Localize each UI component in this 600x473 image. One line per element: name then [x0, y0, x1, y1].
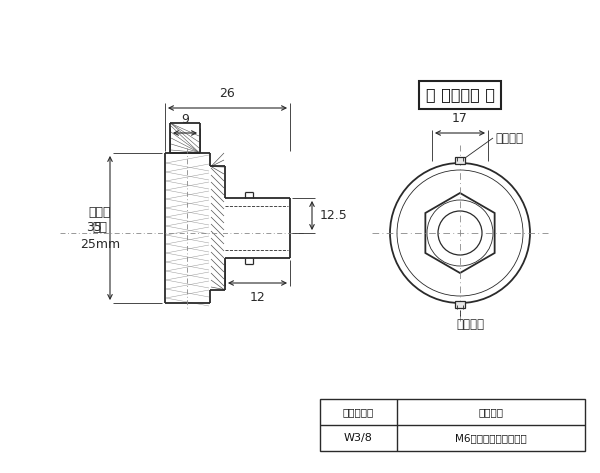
Text: 止めネジ: 止めネジ: [495, 131, 523, 144]
Bar: [455, 301, 465, 308]
Text: 26: 26: [220, 87, 235, 100]
Text: W3/8: W3/8: [344, 433, 373, 443]
Text: ダイス: ダイス: [89, 207, 111, 219]
Text: 12.5: 12.5: [320, 209, 348, 222]
Text: 9: 9: [181, 113, 189, 126]
Text: 外径: 外径: [92, 221, 107, 235]
Text: 【 単位：㎜ 】: 【 単位：㎜ 】: [425, 88, 494, 103]
Text: M6（六角稴対辺３㎜）: M6（六角稴対辺３㎜）: [455, 433, 527, 443]
Text: 12: 12: [250, 291, 265, 304]
Text: 付属ダイス: 付属ダイス: [343, 407, 374, 417]
Text: 止めネジ: 止めネジ: [479, 407, 503, 417]
Text: 35: 35: [86, 221, 102, 235]
Bar: [455, 158, 465, 165]
Text: 17: 17: [452, 112, 468, 125]
Text: 25mm: 25mm: [80, 238, 120, 252]
Text: 止めネジ: 止めネジ: [456, 318, 484, 332]
Bar: [320, 399, 585, 451]
